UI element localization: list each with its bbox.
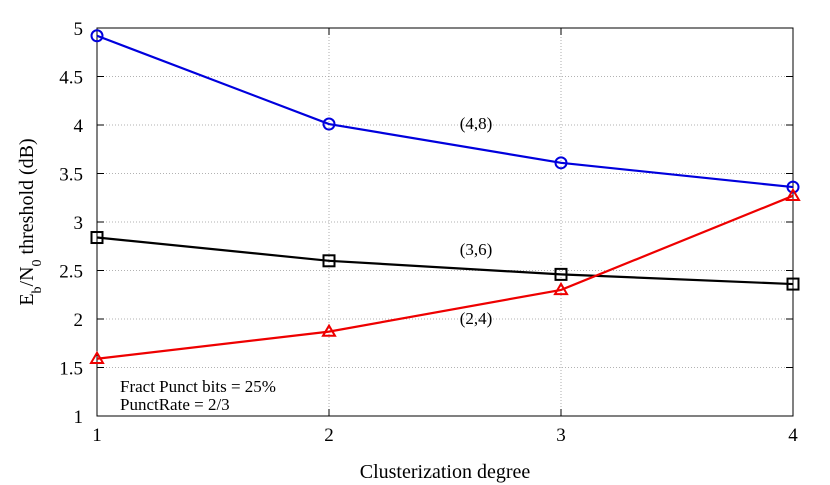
annotation-punct-rate: PunctRate = 2/3 [120, 395, 230, 414]
y-axis-title-sub-b: b [30, 286, 45, 293]
y-tick-label: 2.5 [59, 262, 83, 283]
data-point-triangle [321, 323, 337, 337]
series-label: (3,6) [460, 240, 493, 259]
data-point-circle [322, 117, 336, 131]
data-point-circle [554, 156, 568, 170]
y-tick-label: 4.5 [59, 68, 83, 89]
data-point-square [322, 254, 336, 268]
y-tick-label: 4 [74, 116, 84, 137]
y-tick-label: 5 [74, 19, 84, 40]
series-label: (4,8) [460, 114, 493, 133]
y-tick-label: 3.5 [59, 165, 83, 186]
x-tick-label: 1 [92, 425, 102, 446]
y-axis-title-sub-0: 0 [30, 259, 45, 266]
series-square [90, 231, 800, 291]
series-line [96, 34, 794, 189]
x-tick-label: 4 [788, 425, 798, 446]
data-point-triangle [553, 281, 569, 296]
data-point-square [90, 231, 104, 245]
series-label: (2,4) [460, 309, 493, 328]
series-triangle [89, 187, 801, 364]
y-axis-title: Eb/N0 threshold (dB) [16, 138, 45, 305]
data-point-square [554, 267, 568, 281]
series-layer [89, 29, 801, 364]
data-point-circle [786, 180, 800, 194]
y-tick-label: 1 [74, 407, 84, 428]
grid [97, 28, 793, 416]
data-point-triangle [89, 350, 105, 364]
y-tick-label: 2 [74, 310, 84, 331]
annotation-fract-punct: Fract Punct bits = 25% [120, 377, 276, 396]
y-axis-title-n: /N [16, 266, 38, 286]
y-tick-label: 3 [74, 213, 84, 234]
series-labels: (4,8) (3,6) (2,4) [460, 114, 493, 328]
axis-ticks: 1 2 3 4 1 1.5 2 2.5 3 3.5 4 4.5 5 [59, 19, 798, 446]
y-axis-title-rest: threshold (dB) [16, 138, 38, 259]
x-tick-label: 3 [556, 425, 566, 446]
y-axis-title-e: E [16, 293, 38, 305]
x-axis-title: Clusterization degree [360, 461, 531, 483]
y-tick-label: 1.5 [59, 359, 83, 380]
series-circle [90, 29, 800, 194]
x-tick-label: 2 [324, 425, 334, 446]
data-point-square [786, 277, 800, 291]
series-line [96, 194, 794, 360]
series-line [96, 236, 794, 286]
data-point-circle [90, 29, 104, 43]
data-point-triangle [785, 187, 801, 202]
